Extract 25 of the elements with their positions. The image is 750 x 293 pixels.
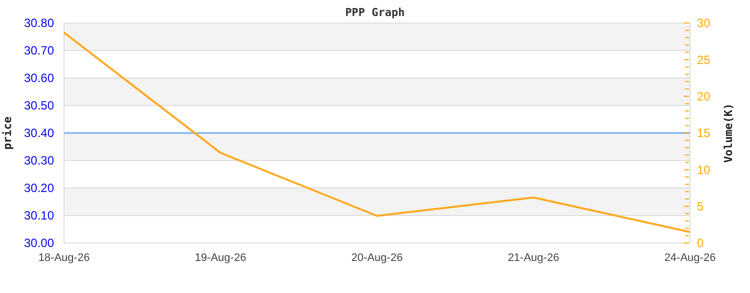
y2-tick-label: 0 — [697, 236, 704, 250]
y-tick-label: 30.00 — [24, 236, 54, 250]
y2-tick-label: 10 — [697, 162, 711, 177]
y-tick-label: 30.50 — [24, 98, 54, 113]
y-tick-label: 30.10 — [24, 208, 54, 223]
y-tick-label: 30.30 — [24, 154, 54, 168]
line-series — [63, 32, 691, 233]
y2-axis-title: Volume(K) — [722, 103, 735, 163]
chart-title: PPP Graph — [345, 6, 405, 19]
y-tick-label: 30.20 — [24, 181, 54, 196]
y2-tick-label: 30 — [697, 16, 711, 30]
y-tick-label: 30.40 — [24, 126, 54, 140]
x-tick-label: 18-Aug-26 — [38, 252, 90, 264]
y-axis-title: price — [1, 116, 14, 150]
y-tick-label: 30.80 — [24, 16, 54, 30]
y-tick-label: 30.60 — [24, 71, 54, 86]
x-tick-label: 24-Aug-26 — [664, 252, 716, 264]
y-tick-label: 30.70 — [24, 44, 54, 58]
x-tick-label: 20-Aug-26 — [351, 252, 403, 264]
y2-tick-label: 15 — [697, 126, 711, 140]
y2-tick-label: 20 — [697, 90, 711, 104]
x-tick-label: 19-Aug-26 — [194, 252, 246, 264]
y2-tick-label: 25 — [697, 52, 711, 67]
y2-tick-label: 5 — [697, 200, 704, 214]
x-tick-label: 21-Aug-26 — [508, 252, 560, 264]
